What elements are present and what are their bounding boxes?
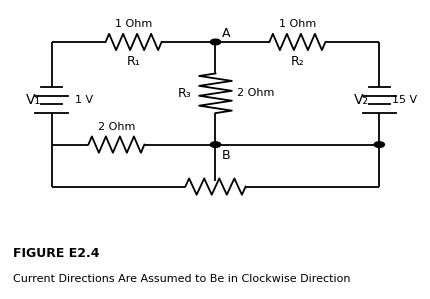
Circle shape bbox=[373, 142, 384, 147]
Text: 1 V: 1 V bbox=[75, 95, 93, 105]
Text: B: B bbox=[221, 149, 230, 162]
Text: 2 Ohm: 2 Ohm bbox=[237, 88, 274, 98]
Text: V₁: V₁ bbox=[26, 93, 41, 107]
Text: Current Directions Are Assumed to Be in Clockwise Direction: Current Directions Are Assumed to Be in … bbox=[13, 274, 350, 283]
Text: FIGURE E2.4: FIGURE E2.4 bbox=[13, 247, 99, 260]
Text: R₂: R₂ bbox=[290, 55, 304, 68]
Text: R₃: R₃ bbox=[178, 87, 191, 100]
Text: 15 V: 15 V bbox=[391, 95, 416, 105]
Circle shape bbox=[210, 142, 220, 147]
Text: V₂: V₂ bbox=[353, 93, 368, 107]
Text: 1 Ohm: 1 Ohm bbox=[278, 19, 315, 29]
Text: R₁: R₁ bbox=[126, 55, 140, 68]
Circle shape bbox=[210, 39, 220, 45]
Text: 1 Ohm: 1 Ohm bbox=[115, 19, 152, 29]
Text: A: A bbox=[221, 27, 230, 40]
Text: 2 Ohm: 2 Ohm bbox=[98, 122, 135, 132]
